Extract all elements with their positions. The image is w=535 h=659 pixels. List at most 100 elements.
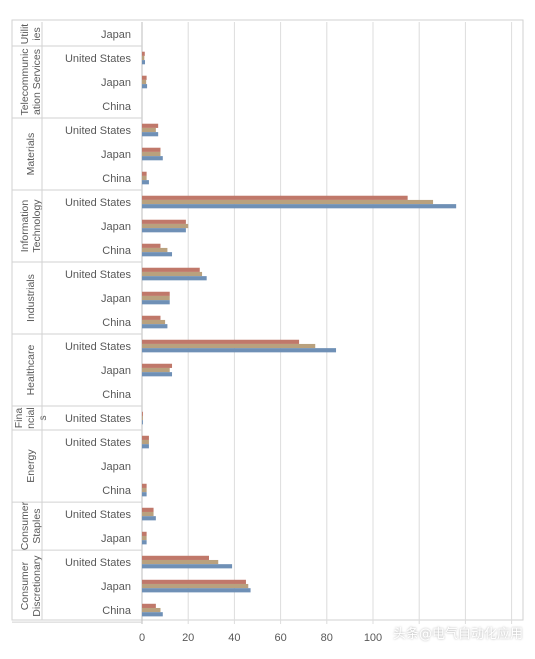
bar xyxy=(142,292,170,296)
sector-label: ConsumerDiscretionary xyxy=(19,555,43,617)
x-tick-label: 80 xyxy=(321,632,333,644)
bar xyxy=(142,344,315,348)
country-label: China xyxy=(102,485,132,497)
watermark: 头条@电气自动化应用 xyxy=(393,623,523,642)
bar xyxy=(142,564,232,568)
bar xyxy=(142,244,160,248)
bar xyxy=(142,536,147,540)
country-label: China xyxy=(102,173,132,185)
bar xyxy=(142,148,160,152)
country-label: Japan xyxy=(101,533,131,545)
country-label: China xyxy=(102,245,132,257)
bar xyxy=(142,80,146,84)
bar xyxy=(142,132,158,136)
bar xyxy=(142,364,172,368)
country-label: Japan xyxy=(101,293,131,305)
sector-label: Utilities xyxy=(19,24,43,44)
bar xyxy=(142,444,149,448)
sector-label: Materials xyxy=(25,133,37,176)
bar xyxy=(142,172,147,176)
bar xyxy=(142,484,147,488)
bar xyxy=(142,200,433,204)
bar xyxy=(142,440,149,444)
bar xyxy=(142,584,248,588)
bar xyxy=(142,248,167,252)
bar xyxy=(142,324,167,328)
chart-frame xyxy=(12,20,523,620)
country-label: China xyxy=(102,101,132,113)
sector-label: Industrials xyxy=(25,274,37,322)
bar xyxy=(142,224,188,228)
bar xyxy=(142,84,147,88)
sector-label: Energy xyxy=(25,449,37,483)
country-label: United States xyxy=(65,197,132,209)
country-label: United States xyxy=(65,269,132,281)
bar xyxy=(142,420,143,424)
country-label: United States xyxy=(65,341,132,353)
bar xyxy=(142,176,147,180)
country-label: United States xyxy=(65,509,132,521)
sector-label: ConsumerStaples xyxy=(19,501,43,550)
bar xyxy=(142,416,143,420)
sector-label: Telecommunication Services xyxy=(19,48,43,115)
sector-label: Healthcare xyxy=(25,344,37,395)
bar xyxy=(142,128,156,132)
country-label: Japan xyxy=(101,221,131,233)
bar xyxy=(142,516,156,520)
country-label: United States xyxy=(65,437,132,449)
bar xyxy=(142,180,149,184)
bar xyxy=(142,228,186,232)
bar xyxy=(142,220,186,224)
bar xyxy=(142,204,456,208)
bar xyxy=(142,368,170,372)
bar xyxy=(142,60,145,64)
country-label: Japan xyxy=(101,365,131,377)
bar xyxy=(142,540,147,544)
bar xyxy=(142,604,156,608)
bar xyxy=(142,436,149,440)
x-tick-label: 100 xyxy=(364,632,382,644)
country-label: Japan xyxy=(101,29,131,41)
bar xyxy=(142,560,218,564)
bar xyxy=(142,556,209,560)
bar xyxy=(142,124,158,128)
bar xyxy=(142,340,299,344)
bar xyxy=(142,532,147,536)
bar xyxy=(142,52,145,56)
country-label: Japan xyxy=(101,77,131,89)
bar xyxy=(142,372,172,376)
country-label: United States xyxy=(65,557,132,569)
bar xyxy=(142,316,160,320)
country-label: Japan xyxy=(101,581,131,593)
country-label: China xyxy=(102,605,132,617)
bar xyxy=(142,508,154,512)
bar xyxy=(142,512,154,516)
x-tick-label: 60 xyxy=(274,632,286,644)
bar xyxy=(142,196,408,200)
sector-label: InformationTechnology xyxy=(19,199,43,253)
bar xyxy=(142,252,172,256)
bar xyxy=(142,56,144,60)
sector-label: Financials xyxy=(13,407,49,429)
bar xyxy=(142,488,147,492)
country-label: United States xyxy=(65,125,132,137)
bar xyxy=(142,348,336,352)
bar xyxy=(142,76,147,80)
bar xyxy=(142,272,202,276)
bar xyxy=(142,612,163,616)
bar xyxy=(142,588,251,592)
bar xyxy=(142,152,160,156)
bar xyxy=(142,300,170,304)
x-tick-label: 40 xyxy=(228,632,240,644)
country-label: United States xyxy=(65,53,132,65)
bar xyxy=(142,156,163,160)
bar xyxy=(142,268,200,272)
country-label: United States xyxy=(65,413,132,425)
bar xyxy=(142,608,160,612)
country-label: China xyxy=(102,389,132,401)
bar xyxy=(142,276,207,280)
bar xyxy=(142,296,170,300)
bar xyxy=(142,412,143,416)
